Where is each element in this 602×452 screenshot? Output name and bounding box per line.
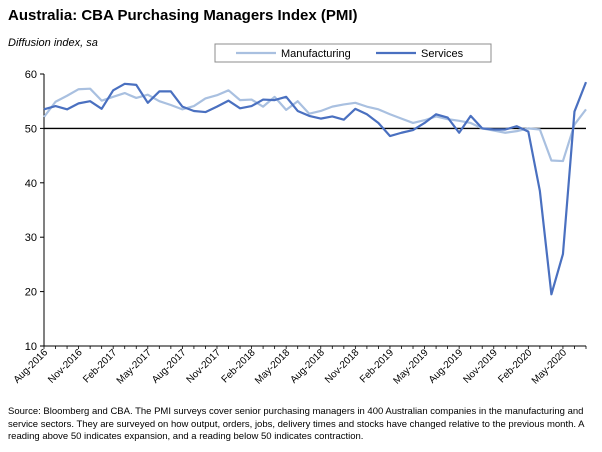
x-tick-label: Nov-2017 [185, 347, 224, 386]
y-tick-label: 50 [25, 123, 37, 135]
x-tick-label: Aug-2019 [427, 347, 466, 386]
x-tick-label: Nov-2016 [46, 347, 85, 386]
y-tick-label: 40 [25, 178, 37, 190]
x-tick-label: Feb-2019 [358, 347, 396, 385]
y-tick-label: 10 [25, 341, 37, 353]
series-line-manufacturing [43, 87, 587, 163]
series-lines [43, 81, 588, 296]
x-tick-label: Aug-2018 [288, 347, 327, 386]
x-tick-label: Nov-2018 [323, 347, 362, 386]
chart-subtitle: Diffusion index, sa [8, 37, 98, 49]
x-tick-label: May-2017 [115, 347, 155, 387]
source-note: Source: Bloomberg and CBA. The PMI surve… [8, 406, 584, 442]
legend-label-manufacturing: Manufacturing [281, 48, 351, 60]
x-tick-label: Nov-2019 [461, 347, 500, 386]
legend-box [214, 43, 492, 63]
y-tick-label: 20 [25, 287, 37, 299]
x-axis: Aug-2016Nov-2016Feb-2017May-2017Aug-2017… [12, 127, 587, 387]
legend: Manufacturing Services [214, 43, 492, 63]
chart-title: Australia: CBA Purchasing Managers Index… [8, 7, 358, 24]
legend-label-services: Services [421, 48, 464, 60]
y-tick-label: 60 [25, 69, 37, 81]
y-axis: 10 20 30 40 50 60 [25, 69, 45, 353]
x-tick-label: May-2018 [253, 347, 293, 387]
x-tick-label: May-2020 [530, 347, 570, 387]
x-tick-label: Feb-2018 [220, 347, 258, 385]
x-tick-label: Feb-2017 [81, 347, 119, 385]
x-tick-label: Feb-2020 [496, 347, 534, 385]
x-tick-label: May-2019 [391, 347, 431, 387]
y-tick-label: 30 [25, 232, 37, 244]
series-line-services [43, 81, 588, 296]
x-tick-label: Aug-2017 [150, 347, 189, 386]
